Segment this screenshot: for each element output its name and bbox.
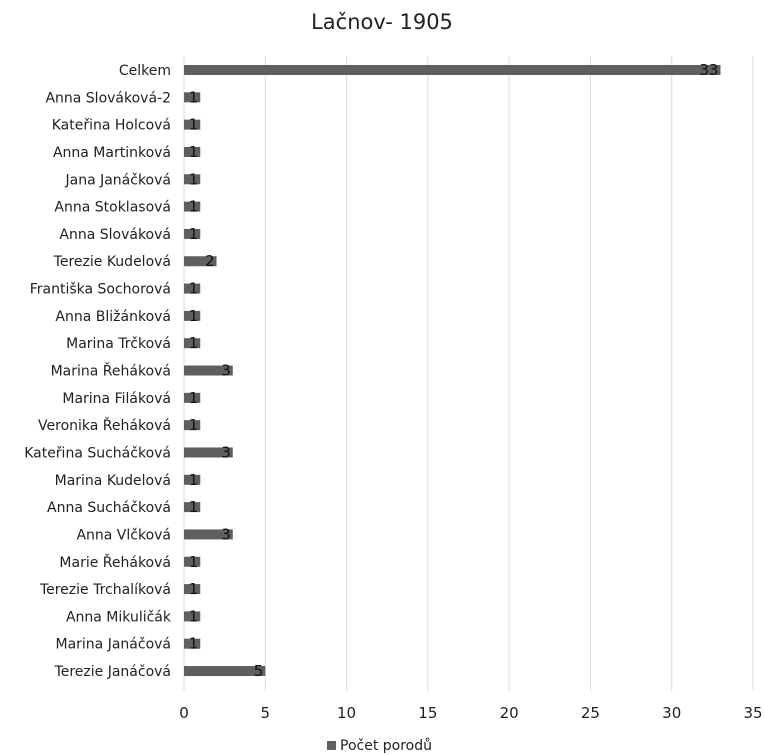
bar-19 xyxy=(184,584,201,595)
bar-7 xyxy=(184,256,217,267)
category-label-1: Anna Slováková-2 xyxy=(45,90,171,106)
bar-12 xyxy=(184,392,201,403)
bar-8 xyxy=(184,283,201,294)
data-label-19: 1 xyxy=(189,580,199,598)
data-label-22: 5 xyxy=(254,662,264,680)
x-tick-label-2: 10 xyxy=(337,704,356,722)
data-label-21: 1 xyxy=(189,635,199,653)
data-label-14: 3 xyxy=(221,443,231,461)
data-label-16: 1 xyxy=(189,498,199,516)
gridlines xyxy=(183,56,754,691)
bar-2 xyxy=(184,119,201,130)
bar-6 xyxy=(184,228,201,239)
data-label-4: 1 xyxy=(189,170,199,188)
category-label-18: Marie Řeháková xyxy=(59,554,171,571)
bar-4 xyxy=(184,174,201,185)
bar-22 xyxy=(184,666,266,677)
data-label-1: 1 xyxy=(189,88,199,106)
bar-20 xyxy=(184,611,201,622)
x-tick-label-3: 15 xyxy=(418,704,437,722)
bar-14 xyxy=(184,447,233,458)
x-tick-label-4: 20 xyxy=(500,704,519,722)
bar-11 xyxy=(184,365,233,376)
x-tick-label-5: 25 xyxy=(581,704,600,722)
category-label-14: Kateřina Sucháčková xyxy=(24,445,171,461)
category-label-7: Terezie Kudelová xyxy=(53,254,171,270)
data-label-2: 1 xyxy=(189,116,199,134)
data-label-5: 1 xyxy=(189,198,199,216)
category-label-6: Anna Slováková xyxy=(59,227,171,243)
x-tick-label-6: 30 xyxy=(662,704,681,722)
bar-0 xyxy=(184,65,721,75)
bar-16 xyxy=(184,502,201,513)
category-label-8: Františka Sochorová xyxy=(30,282,171,298)
bar-1 xyxy=(184,92,201,103)
category-label-17: Anna Vlčková xyxy=(76,527,171,543)
category-label-12: Marina Filáková xyxy=(62,391,171,407)
data-label-17: 3 xyxy=(221,525,231,543)
category-label-16: Anna Sucháčková xyxy=(47,500,171,516)
bar-9 xyxy=(184,310,201,321)
x-tick-label-1: 5 xyxy=(261,704,271,722)
category-label-11: Marina Řeháková xyxy=(51,363,171,380)
category-label-2: Kateřina Holcová xyxy=(52,118,171,134)
category-label-20: Anna Mikuličák xyxy=(66,609,172,625)
data-label-13: 1 xyxy=(189,416,199,434)
bars xyxy=(184,65,721,677)
category-label-22: Terezie Janáčová xyxy=(54,664,171,680)
data-label-8: 1 xyxy=(189,280,199,298)
x-axis-tick-labels: 0 5 10 15 20 25 30 35 xyxy=(179,704,762,722)
data-label-9: 1 xyxy=(189,307,199,325)
category-label-9: Anna Bližánková xyxy=(55,309,171,325)
bar-5 xyxy=(184,201,201,212)
bar-17 xyxy=(184,529,233,540)
category-label-21: Marina Janáčová xyxy=(56,637,172,653)
x-tick-label-0: 0 xyxy=(179,704,189,722)
data-label-11: 3 xyxy=(221,362,231,380)
category-label-15: Marina Kudelová xyxy=(55,473,171,489)
data-label-20: 1 xyxy=(189,607,199,625)
category-label-19: Terezie Trchalíková xyxy=(39,582,171,598)
category-label-13: Veronika Řeháková xyxy=(38,417,171,434)
data-label-7: 2 xyxy=(205,252,215,270)
bar-15 xyxy=(184,474,201,485)
bar-13 xyxy=(184,420,201,431)
data-label-15: 1 xyxy=(189,471,199,489)
bar-21 xyxy=(184,638,201,649)
data-label-0: 33 xyxy=(699,61,718,79)
legend: Počet porodů xyxy=(327,738,432,754)
data-label-18: 1 xyxy=(189,553,199,571)
category-label-3: Anna Martinková xyxy=(53,145,171,161)
chart-title: Lačnov- 1905 xyxy=(311,10,453,34)
category-label-0: Celkem xyxy=(119,63,171,79)
data-label-6: 1 xyxy=(189,225,199,243)
category-label-10: Marina Trčková xyxy=(66,336,171,352)
legend-label: Počet porodů xyxy=(340,738,432,754)
data-label-12: 1 xyxy=(189,389,199,407)
data-label-10: 1 xyxy=(189,334,199,352)
category-label-5: Anna Stoklasová xyxy=(54,200,171,216)
bar-3 xyxy=(184,146,201,157)
category-labels: Celkem Anna Slováková-2 Kateřina Holcová An… xyxy=(24,63,172,680)
bar-10 xyxy=(184,338,201,349)
x-tick-label-7: 35 xyxy=(743,704,762,722)
legend-swatch xyxy=(327,741,336,750)
category-label-4: Jana Janáčková xyxy=(64,172,171,188)
data-label-3: 1 xyxy=(189,143,199,161)
bar-18 xyxy=(184,556,201,567)
